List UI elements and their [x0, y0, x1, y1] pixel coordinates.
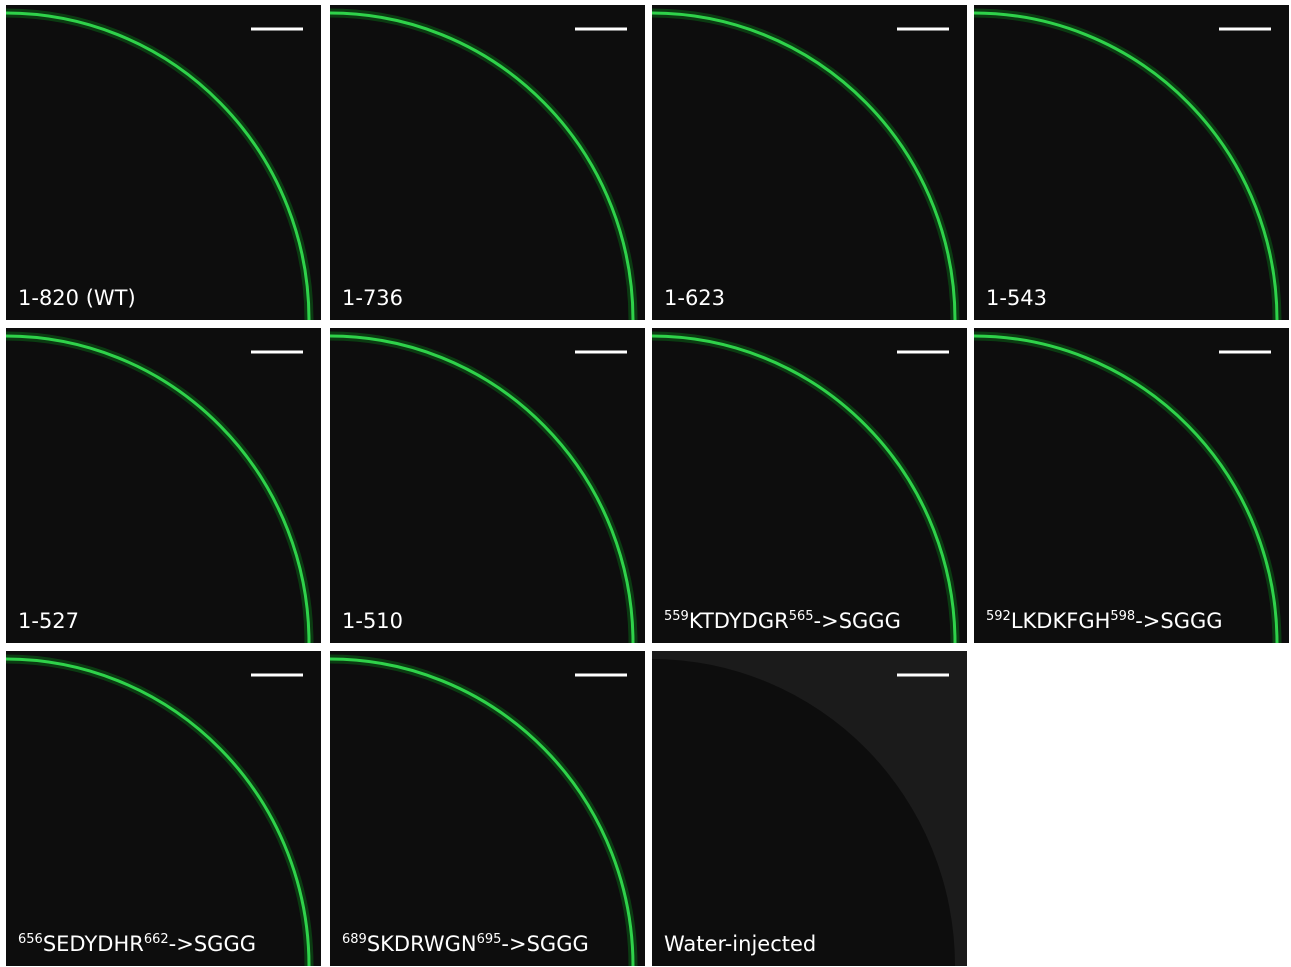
panel-label: 656SEDYDHR662->SGGG — [18, 932, 256, 956]
panel-label: 1-736 — [342, 286, 403, 310]
image-panel: 1-510 — [330, 328, 645, 643]
micrograph — [330, 328, 645, 643]
membrane-glow — [974, 336, 1277, 643]
panel-label: 592LKDKFGH598->SGGG — [986, 609, 1223, 633]
label-part: SEDYDHR — [43, 932, 144, 956]
label-part: 695 — [477, 932, 502, 947]
membrane-glow — [6, 13, 309, 320]
membrane-glow — [330, 336, 633, 643]
label-part: LKDKFGH — [1011, 609, 1111, 633]
panel-label: Water-injected — [664, 932, 816, 956]
membrane-glow — [974, 13, 1277, 320]
image-panel: 1-623 — [652, 5, 967, 320]
label-part: 662 — [144, 932, 169, 947]
label-part: 592 — [986, 609, 1011, 624]
label-part: ->SGGG — [169, 932, 256, 956]
label-part: ->SGGG — [1135, 609, 1222, 633]
micrograph — [652, 651, 967, 966]
label-part: 656 — [18, 932, 43, 947]
label-part: ->SGGG — [501, 932, 588, 956]
panel-label: 1-623 — [664, 286, 725, 310]
panel-label: 1-510 — [342, 609, 403, 633]
membrane-glow — [652, 336, 955, 643]
membrane-glow — [330, 659, 633, 966]
image-panel: 1-527 — [6, 328, 321, 643]
label-part: SKDRWGN — [367, 932, 477, 956]
micrograph — [330, 651, 645, 966]
label-part: ->SGGG — [814, 609, 901, 633]
micrograph — [974, 328, 1289, 643]
membrane-glow — [652, 13, 955, 320]
oocyte-edge — [652, 651, 967, 966]
figure: 1-820 (WT) 1-736 1-623 1-543 1-527 1-510 559KT… — [0, 0, 1291, 967]
image-panel: 656SEDYDHR662->SGGG — [6, 651, 321, 966]
membrane-glow — [330, 13, 633, 320]
micrograph — [652, 5, 967, 320]
label-part: 598 — [1110, 609, 1135, 624]
panel-label: 1-527 — [18, 609, 79, 633]
panel-label: 559KTDYDGR565->SGGG — [664, 609, 901, 633]
micrograph — [6, 328, 321, 643]
label-part: 559 — [664, 609, 689, 624]
image-panel: 689SKDRWGN695->SGGG — [330, 651, 645, 966]
micrograph — [6, 5, 321, 320]
panel-label: 1-543 — [986, 286, 1047, 310]
image-panel: 1-820 (WT) — [6, 5, 321, 320]
membrane-glow — [6, 336, 309, 643]
label-part: KTDYDGR — [689, 609, 789, 633]
micrograph — [974, 5, 1289, 320]
image-panel: Water-injected — [652, 651, 967, 966]
panel-label: 689SKDRWGN695->SGGG — [342, 932, 589, 956]
label-part: 565 — [789, 609, 814, 624]
micrograph — [652, 328, 967, 643]
micrograph — [330, 5, 645, 320]
micrograph — [6, 651, 321, 966]
image-panel: 1-736 — [330, 5, 645, 320]
membrane-glow — [6, 659, 309, 966]
image-panel: 1-543 — [974, 5, 1289, 320]
image-panel: 592LKDKFGH598->SGGG — [974, 328, 1289, 643]
panel-label: 1-820 (WT) — [18, 286, 136, 310]
image-panel: 559KTDYDGR565->SGGG — [652, 328, 967, 643]
label-part: 689 — [342, 932, 367, 947]
